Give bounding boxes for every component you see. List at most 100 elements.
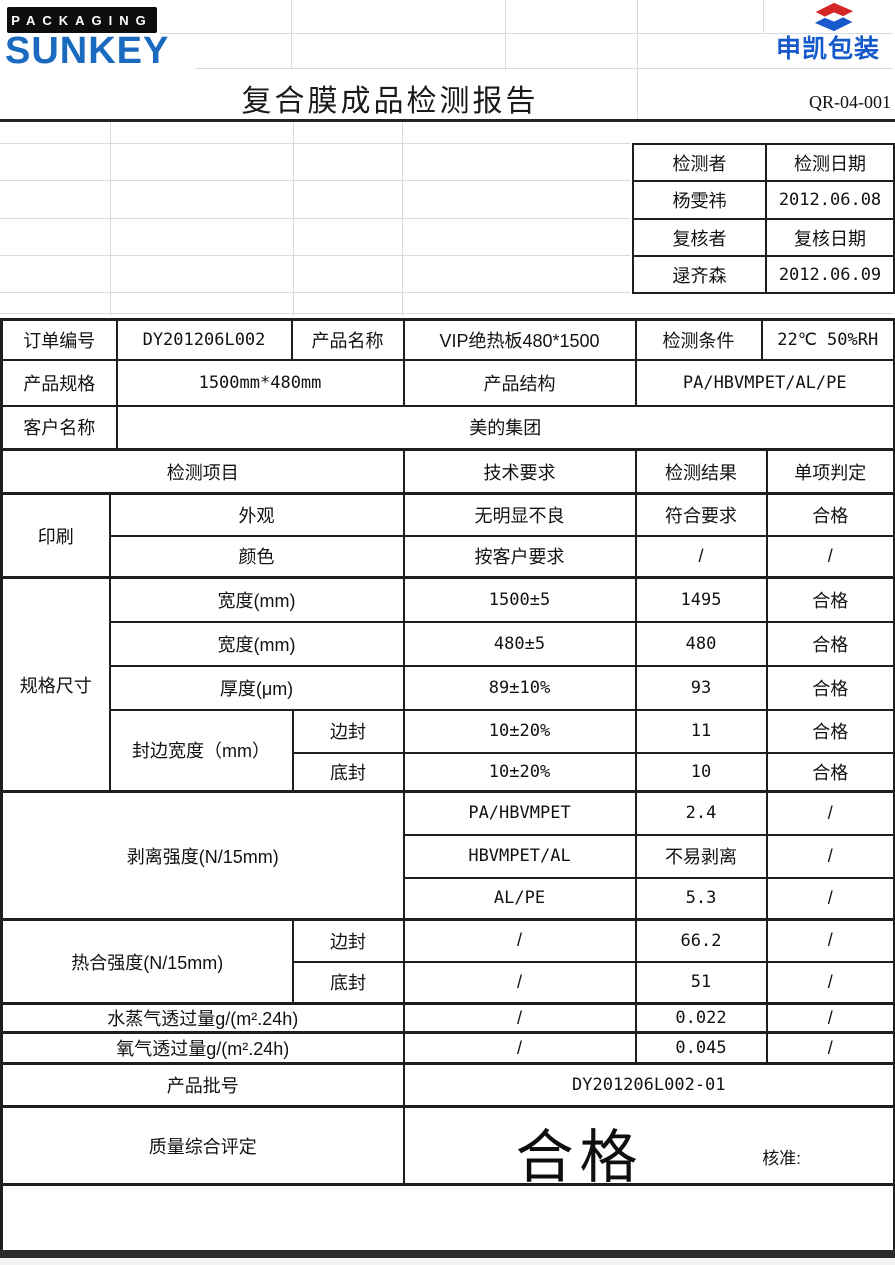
product-structure-label: 产品结构 [402, 358, 637, 407]
req-heat-side: / [402, 918, 637, 963]
group-edge-seal: 封边宽度（mm） [108, 708, 294, 793]
col-header-requirement: 技术要求 [402, 448, 637, 495]
gridline [0, 218, 630, 219]
batch-value: DY201206L002-01 [402, 1062, 895, 1108]
req-heat-bottom: / [402, 960, 637, 1005]
test-condition-label: 检测条件 [634, 318, 763, 361]
page-bottom-edge [0, 1250, 895, 1258]
res-peel-pa: 2.4 [634, 790, 768, 836]
gridline [291, 0, 292, 68]
req-thickness: 89±10% [402, 664, 637, 711]
judge-peel-pa: / [765, 790, 895, 836]
judge-otr: / [765, 1031, 895, 1065]
res-peel-al: 不易剥离 [634, 833, 768, 879]
res-otr: 0.045 [634, 1031, 768, 1065]
gridline [110, 122, 111, 316]
item-width-1500: 宽度(mm) [108, 576, 405, 623]
res-width-480: 480 [634, 620, 768, 667]
req-otr: / [402, 1031, 637, 1065]
sign-table: 检测者 检测日期 杨雯祎 2012.06.08 复核者 复核日期 逯齐森 201… [632, 143, 895, 294]
judge-thickness: 合格 [765, 664, 895, 711]
req-peel-pa: PA/HBVMPET [402, 790, 637, 836]
gridline [0, 292, 630, 293]
form-code: QR-04-001 [809, 92, 891, 112]
inspect-date: 2012.06.08 [765, 180, 895, 220]
req-peel-pe: AL/PE [402, 876, 637, 921]
res-wvtr: 0.022 [634, 1002, 768, 1034]
inspector-header: 检测者 [632, 143, 767, 182]
test-condition-value: 22℃ 50%RH [760, 318, 895, 361]
reviewer-name: 逯齐森 [632, 255, 767, 294]
res-thickness: 93 [634, 664, 768, 711]
req-edge-bottom: 10±20% [402, 751, 637, 793]
gridline [160, 33, 893, 34]
item-wvtr: 水蒸气透过量g/(m².24h) [0, 1002, 405, 1034]
shenkai-logo-text: 申凯包装 [775, 35, 880, 63]
item-otr: 氧气透过量g/(m².24h) [0, 1031, 405, 1065]
group-spec: 规格尺寸 [0, 576, 111, 793]
item-edge-bottom: 底封 [291, 751, 405, 793]
col-header-judgement: 单项判定 [765, 448, 895, 495]
product-name-label: 产品名称 [290, 318, 405, 361]
page-bottom-margin [0, 1258, 895, 1265]
overall-cell: 合格 核准: [402, 1105, 895, 1186]
review-date: 2012.06.09 [765, 255, 895, 294]
res-edge-side: 11 [634, 708, 768, 754]
packaging-logo: PACKAGING [7, 7, 157, 33]
gridline [637, 0, 638, 120]
item-color: 颜色 [108, 534, 405, 579]
gridline [0, 255, 630, 256]
product-spec-label: 产品规格 [0, 358, 118, 407]
gridline [0, 143, 630, 144]
sunkey-logo-text: SUNKEY [5, 30, 170, 72]
res-peel-pe: 5.3 [634, 876, 768, 921]
group-peel-strength: 剥离强度(N/15mm) [0, 790, 405, 921]
product-name-value: VIP绝热板480*1500 [402, 318, 637, 361]
judge-heat-side: / [765, 918, 895, 963]
item-width-480: 宽度(mm) [108, 620, 405, 667]
gridline [195, 68, 893, 69]
group-heat-seal: 热合强度(N/15mm) [0, 918, 294, 1005]
reviewer-header: 复核者 [632, 218, 767, 257]
shenkai-logo-icon [808, 2, 860, 37]
order-info-table: 订单编号 DY201206L002 产品名称 VIP绝热板480*1500 检测… [0, 318, 895, 451]
judge-width-1500: 合格 [765, 576, 895, 623]
inspect-date-header: 检测日期 [765, 143, 895, 182]
judge-edge-side: 合格 [765, 708, 895, 754]
empty-footer-cell [0, 1183, 895, 1253]
judge-peel-al: / [765, 833, 895, 879]
review-date-header: 复核日期 [765, 218, 895, 257]
batch-label: 产品批号 [0, 1062, 405, 1108]
judge-peel-pe: / [765, 876, 895, 921]
order-no-value: DY201206L002 [115, 318, 293, 361]
approve-label: 核准: [762, 1149, 802, 1168]
page-title: 复合膜成品检测报告 [241, 85, 539, 118]
judge-wvtr: / [765, 1002, 895, 1034]
req-width-480: 480±5 [402, 620, 637, 667]
overall-verdict: 合格 [515, 1125, 644, 1185]
res-color: / [634, 534, 768, 579]
customer-value: 美的集团 [115, 404, 895, 451]
res-heat-bottom: 51 [634, 960, 768, 1005]
judge-edge-bottom: 合格 [765, 751, 895, 793]
judge-heat-bottom: / [765, 960, 895, 1005]
inspection-table: 检测项目 技术要求 检测结果 单项判定 印刷 外观 无明显不良 符合要求 合格 … [0, 448, 895, 1253]
title-rule [0, 119, 895, 122]
customer-label: 客户名称 [0, 404, 118, 451]
req-edge-side: 10±20% [402, 708, 637, 754]
item-heat-side: 边封 [291, 918, 405, 963]
group-print: 印刷 [0, 492, 111, 579]
judge-width-480: 合格 [765, 620, 895, 667]
res-appearance: 符合要求 [634, 492, 768, 537]
item-appearance: 外观 [108, 492, 405, 537]
product-structure-value: PA/HBVMPET/AL/PE [634, 358, 895, 407]
gridline [763, 0, 764, 33]
judge-appearance: 合格 [765, 492, 895, 537]
product-spec-value: 1500mm*480mm [115, 358, 405, 407]
req-width-1500: 1500±5 [402, 576, 637, 623]
res-edge-bottom: 10 [634, 751, 768, 793]
req-peel-al: HBVMPET/AL [402, 833, 637, 879]
inspector-name: 杨雯祎 [632, 180, 767, 220]
gridline [293, 122, 294, 316]
